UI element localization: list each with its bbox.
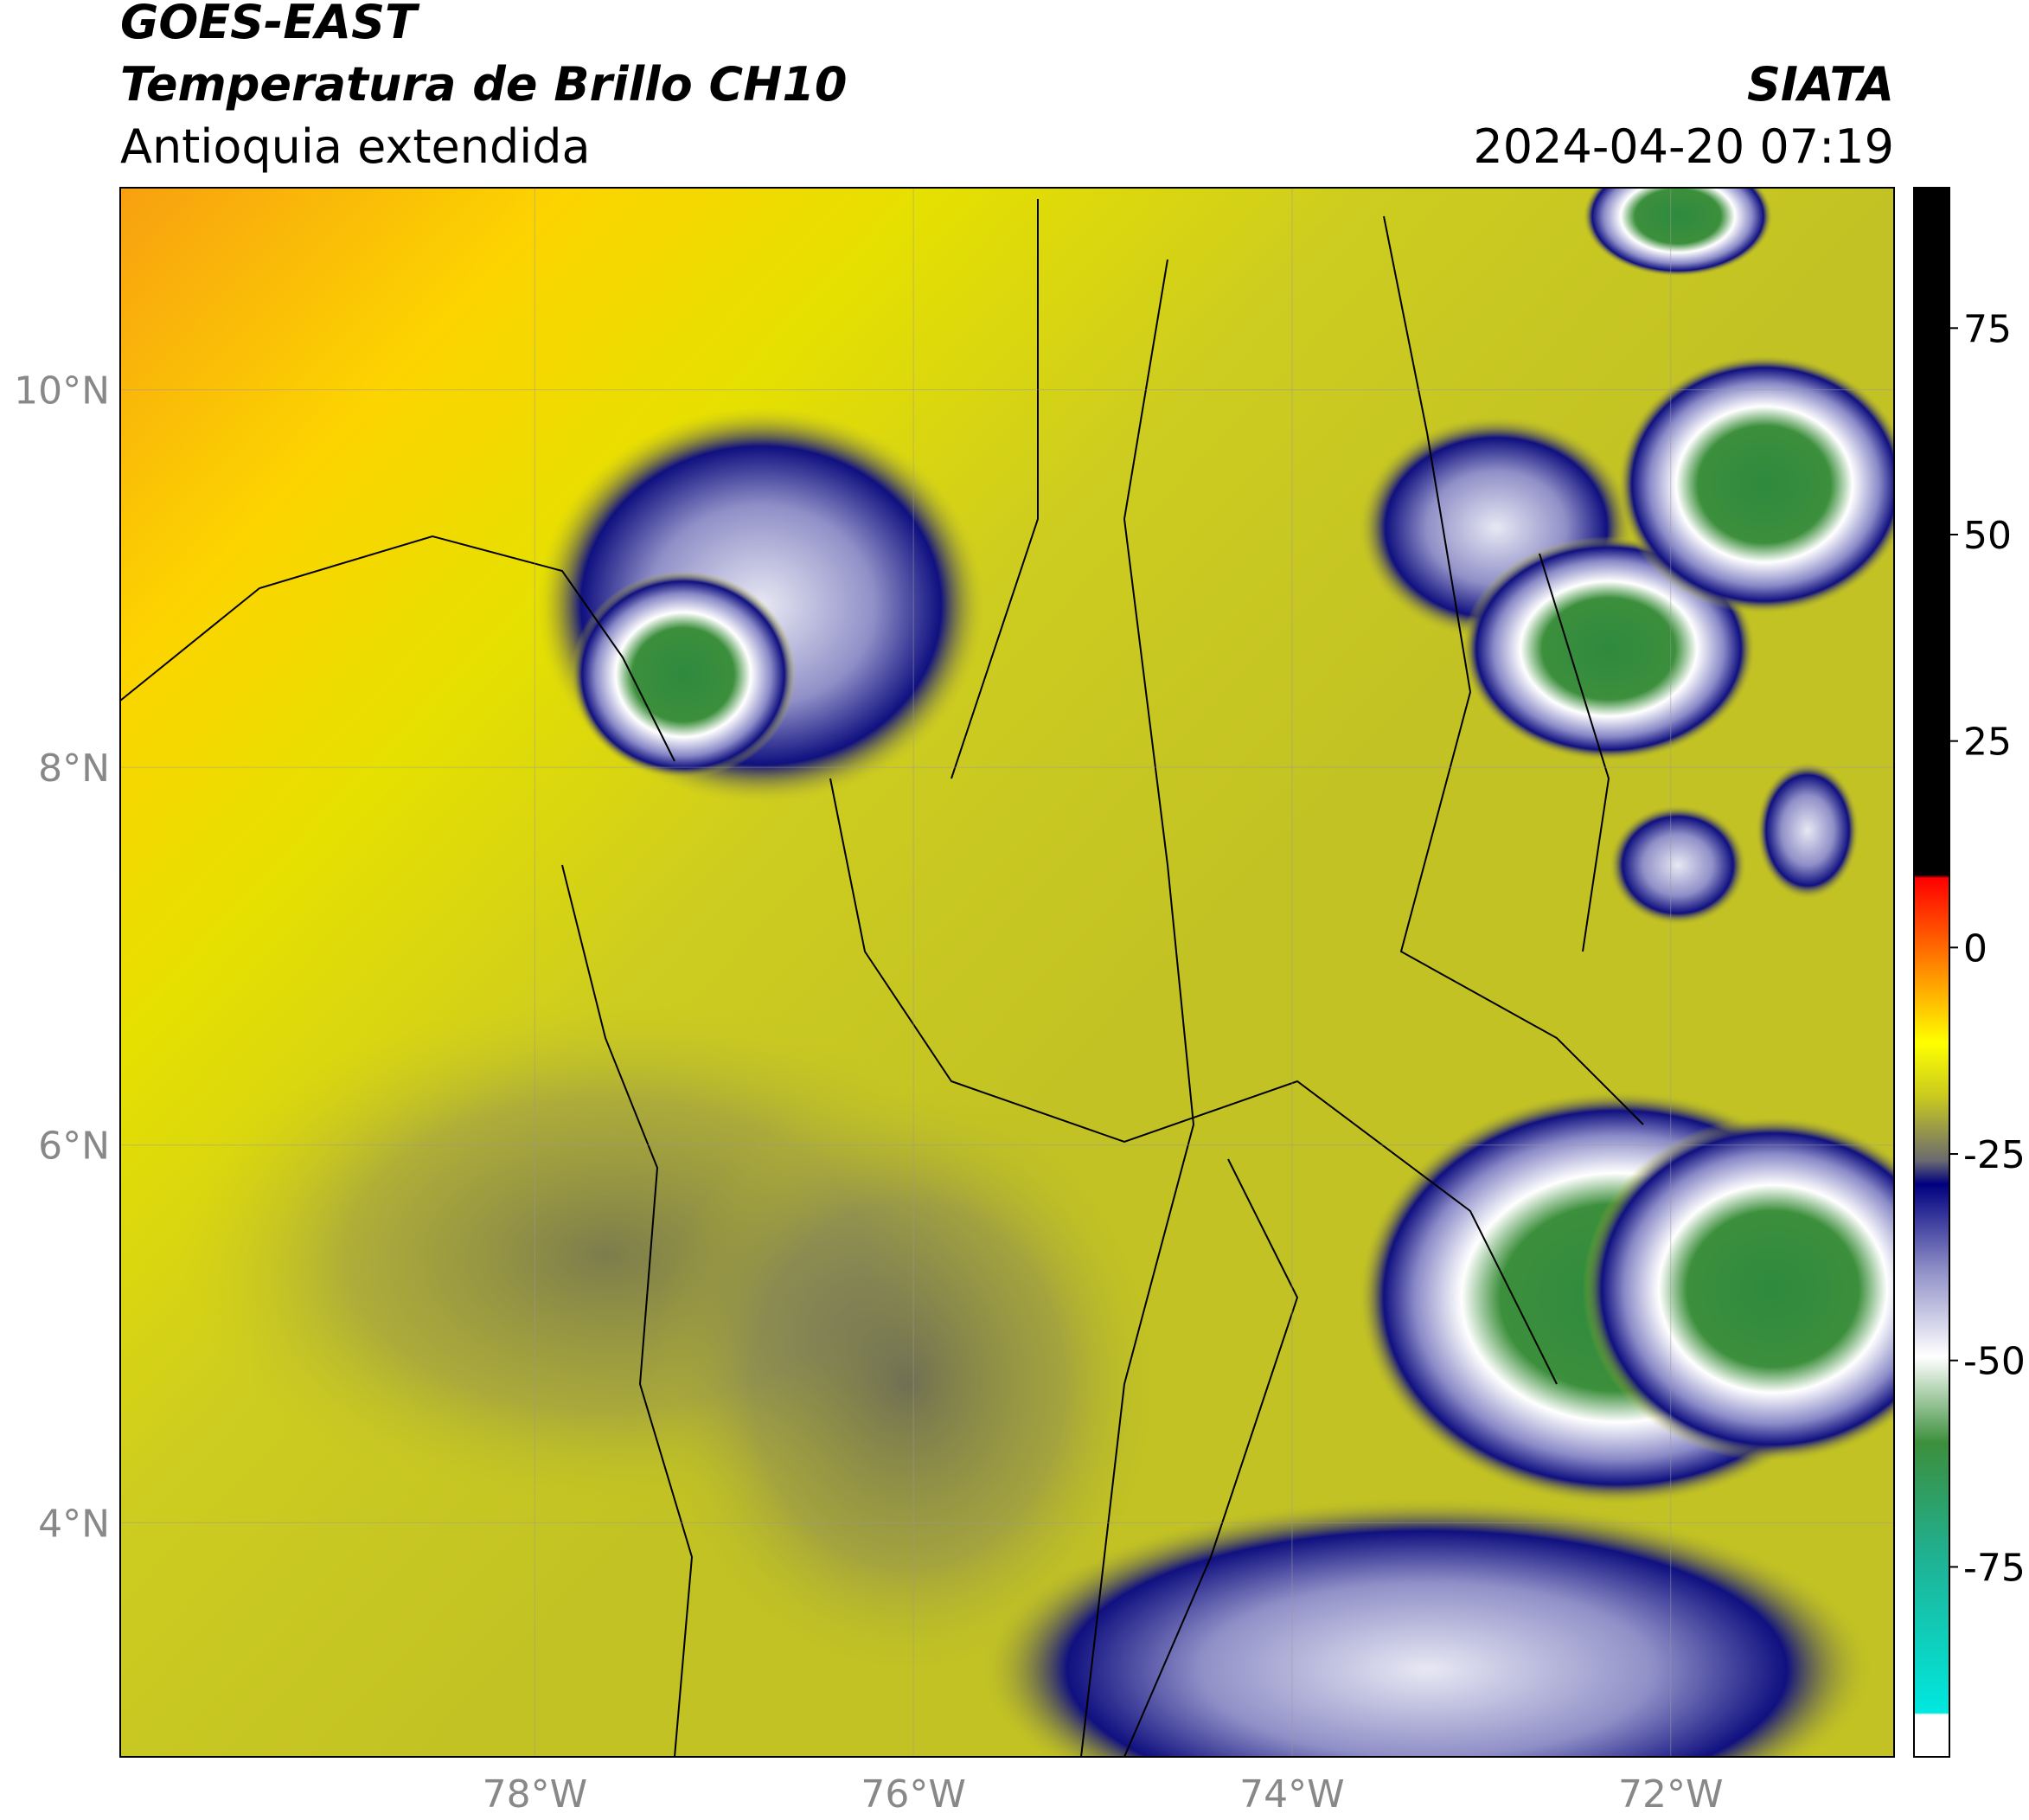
map-frame bbox=[119, 187, 1895, 1758]
colorbar-tick-label: -50 bbox=[1963, 1340, 2026, 1384]
title: GOES-EAST bbox=[120, 0, 420, 49]
y-tick-label: 6°N bbox=[38, 1125, 110, 1169]
region: Antioquia extendida bbox=[120, 119, 591, 174]
map-image bbox=[120, 188, 1894, 1757]
colorbar-tick-label: 25 bbox=[1963, 721, 2012, 765]
datetime: 2024-04-20 07:19 bbox=[1473, 119, 1894, 174]
y-tick-label: 10°N bbox=[14, 369, 110, 413]
colorbar bbox=[1913, 187, 1950, 1758]
y-tick-label: 8°N bbox=[38, 747, 110, 791]
y-tick-label: 4°N bbox=[38, 1502, 110, 1546]
colorbar-tick-label: -25 bbox=[1963, 1133, 2026, 1177]
x-tick-label: 78°W bbox=[483, 1772, 588, 1817]
x-tick-label: 76°W bbox=[861, 1772, 966, 1817]
subtitle: Temperatura de Brillo CH10 bbox=[120, 57, 848, 112]
colorbar-tick-label: -75 bbox=[1963, 1546, 2026, 1590]
source: SIATA bbox=[1747, 57, 1894, 112]
x-tick-label: 74°W bbox=[1239, 1772, 1345, 1817]
x-tick-label: 72°W bbox=[1618, 1772, 1724, 1817]
colorbar-tick-label: 50 bbox=[1963, 514, 2012, 558]
colorbar-tick-label: 0 bbox=[1963, 926, 1987, 971]
colorbar-tick-label: 75 bbox=[1963, 307, 2012, 351]
grid bbox=[120, 188, 1894, 1757]
